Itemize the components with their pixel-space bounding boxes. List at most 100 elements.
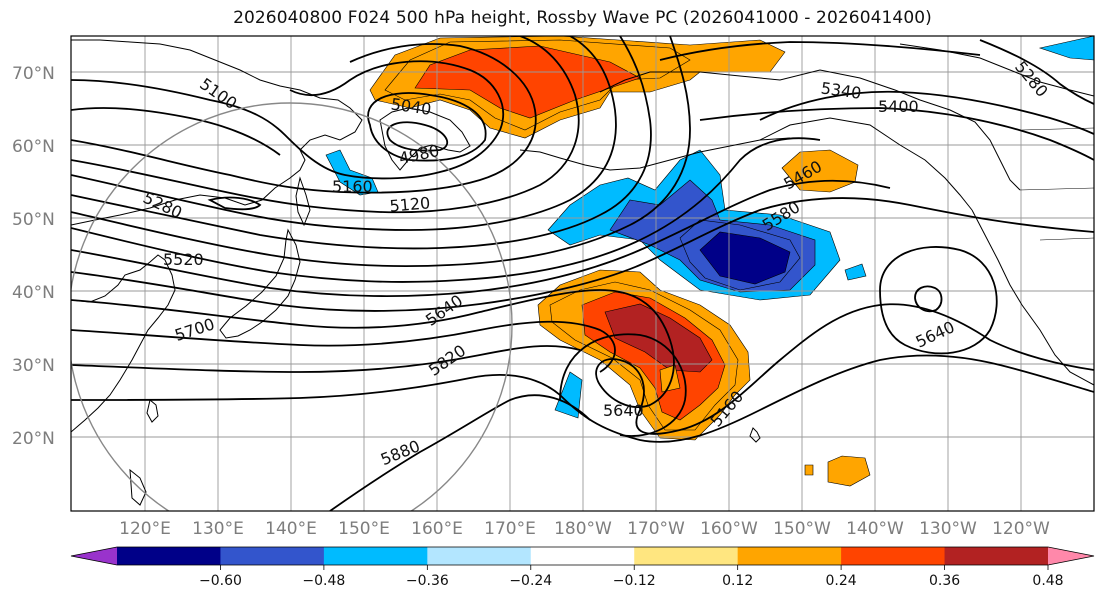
colorbar-segment — [841, 547, 946, 565]
colorbar-segment — [117, 547, 221, 565]
coast-sakhalin — [295, 176, 311, 227]
coast-alaska — [599, 69, 1021, 191]
colorbar: −0.60 −0.48 −0.36 −0.24 −0.12 0.12 0.24 0.36 0.4… — [70, 546, 1095, 589]
coast-asia — [71, 39, 363, 226]
contour-5340 — [71, 36, 652, 250]
negative-anomaly-southwest — [554, 371, 583, 419]
positive-anomaly-hawaii — [827, 455, 871, 487]
contour-5460 — [71, 137, 821, 283]
map-background — [71, 36, 1094, 511]
contour-pacific-low — [559, 333, 687, 437]
contour-5760 — [71, 345, 581, 373]
lon-label-150w: 150°W — [773, 519, 831, 539]
lon-label-150e: 150°E — [338, 519, 390, 539]
figure-title: 2026040800 F024 500 hPa height, Rossby W… — [233, 8, 932, 28]
lon-label-160e: 160°E — [411, 519, 463, 539]
contour-east-high-outer — [879, 246, 998, 355]
contour-5700 — [71, 320, 616, 373]
colorbar-tick-label: 0.12 — [722, 573, 753, 589]
colorbar-tick-label: −0.24 — [509, 573, 552, 589]
lon-label-140e: 140°E — [265, 519, 317, 539]
contour-5580 — [71, 197, 1094, 312]
colorbar-segment — [634, 547, 739, 565]
coast-aleutians — [519, 137, 791, 171]
colorbar-tick-label: −0.60 — [199, 573, 242, 589]
contour-northwest-1 — [71, 107, 281, 156]
contour-4980 — [386, 121, 449, 152]
analysis-radius-circle — [71, 102, 513, 511]
contour-5880 — [329, 394, 591, 511]
colorbar-tick-label: −0.48 — [302, 573, 345, 589]
contour-label: 5160 — [332, 177, 373, 196]
lon-label-170w: 170°W — [627, 519, 685, 539]
colorbar-segment — [220, 547, 325, 565]
colorbar-tick-label: 0.36 — [929, 573, 960, 589]
contour-5100 — [71, 60, 505, 180]
negative-anomaly-japan-sea — [325, 149, 379, 196]
coast-taiwan — [146, 399, 159, 423]
contour-5160 — [71, 43, 537, 194]
colorbar-segment — [323, 547, 428, 565]
lon-label-160w: 160°W — [700, 519, 758, 539]
map-frame — [70, 35, 1095, 512]
lon-label-120w: 120°W — [992, 519, 1050, 539]
contour-5820 — [71, 354, 1094, 443]
positive-anomaly-small — [804, 464, 814, 476]
colorbar-segment — [737, 547, 842, 565]
positive-anomaly-north-strong — [414, 45, 641, 119]
lon-label-170e: 170°E — [484, 519, 536, 539]
latitude-axis: 70°N 60°N 50°N 40°N 30°N 20°N — [12, 64, 55, 449]
negative-anomaly-small — [844, 263, 867, 281]
lat-label-40: 40°N — [12, 283, 55, 303]
contour-5280 — [71, 36, 617, 231]
contour-5220 — [71, 36, 580, 214]
contour-5640 — [71, 289, 1094, 435]
contour-north-5400 — [699, 107, 1094, 161]
lon-label-130w: 130°W — [919, 519, 977, 539]
lon-label-130e: 130°E — [192, 519, 244, 539]
coast-hawaii — [749, 427, 761, 443]
lat-label-60: 60°N — [12, 137, 55, 157]
lat-label-50: 50°N — [12, 210, 55, 230]
positive-anomaly-central-peak — [604, 303, 713, 373]
lon-label-140w: 140°W — [846, 519, 904, 539]
contour-5040 — [367, 92, 487, 162]
contour-5520 — [71, 179, 891, 297]
colorbar-tick-label: −0.12 — [613, 573, 656, 589]
lat-label-30: 30°N — [12, 356, 55, 376]
contour-label: 5520 — [163, 250, 204, 269]
lat-label-70: 70°N — [12, 64, 55, 84]
positive-anomaly-southcoast — [659, 364, 681, 393]
coast-northamerica-west — [971, 209, 1094, 386]
coast-philippines — [129, 468, 147, 506]
colorbar-segment — [944, 547, 1049, 565]
negative-anomaly-central-peak — [699, 231, 791, 285]
lat-label-20: 20°N — [12, 429, 55, 449]
contour-5400 — [71, 36, 691, 267]
colorbar-tick-label: 0.24 — [826, 573, 857, 589]
colorbar-outline — [70, 546, 1095, 566]
colorbar-tick-label: 0.48 — [1032, 573, 1063, 589]
coast-korea-china — [71, 254, 176, 433]
graticule — [71, 36, 1094, 511]
height-contours — [71, 36, 1094, 511]
longitude-axis: 120°E 130°E 140°E 150°E 160°E 170°E 180°… — [119, 519, 1050, 539]
contour-north-arctic — [979, 39, 1094, 105]
lon-label-180w: 180°W — [554, 519, 612, 539]
contour-label: 5120 — [389, 193, 431, 215]
colorbar-extend-low — [71, 547, 117, 565]
contour-north-5340 — [759, 90, 1094, 135]
negative-anomaly-arctic — [1038, 36, 1094, 61]
colorbar-segment — [427, 547, 532, 565]
contour-north-upper — [659, 41, 981, 61]
contour-east-high-inner — [914, 285, 943, 313]
contour-label: 5640 — [603, 401, 644, 420]
colorbar-segment — [530, 547, 635, 565]
lon-label-120e: 120°E — [119, 519, 171, 539]
contour-northwest-2 — [207, 196, 262, 211]
colorbar-extend-high — [1048, 547, 1094, 565]
coast-kamchatka — [379, 107, 471, 171]
contour-label: 5400 — [878, 97, 919, 116]
colorbar-tick-label: −0.36 — [406, 573, 449, 589]
